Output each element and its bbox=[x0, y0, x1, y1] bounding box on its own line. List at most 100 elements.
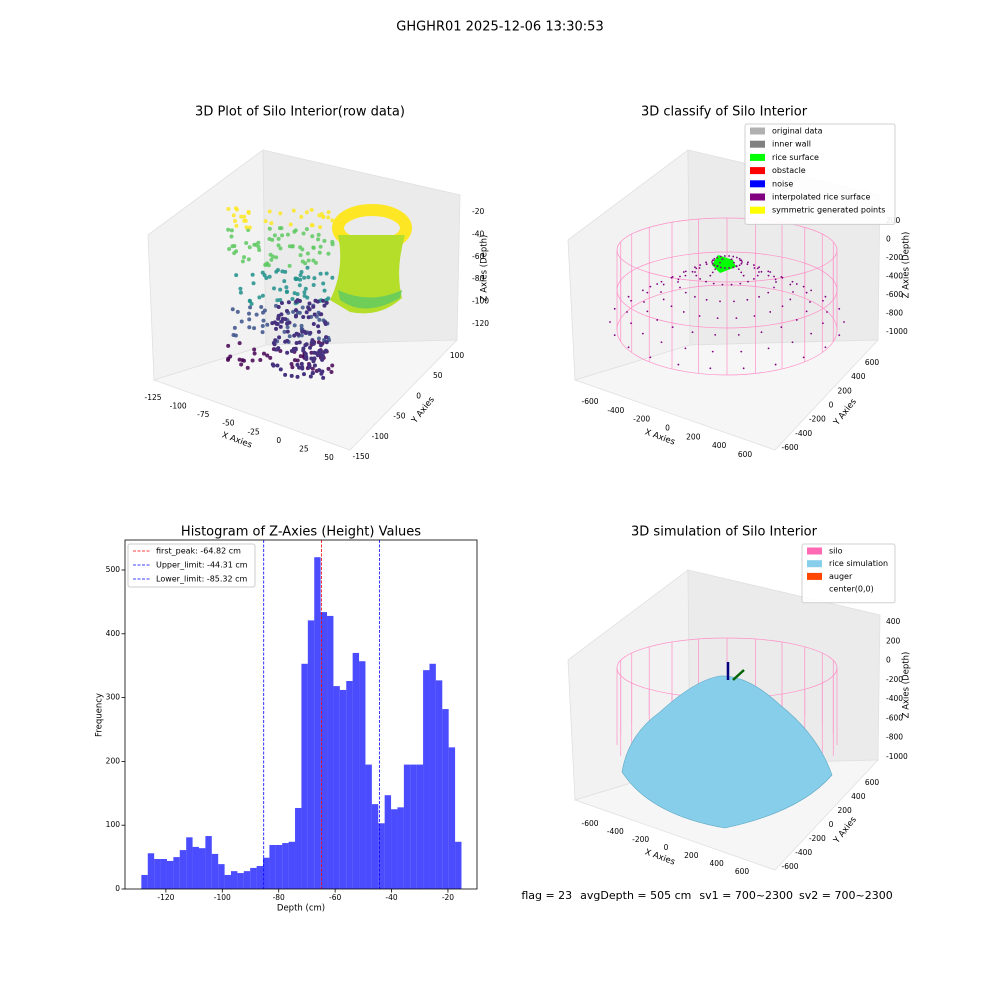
z-tick-label: 0 bbox=[886, 656, 891, 665]
decor-point bbox=[767, 270, 770, 273]
z-tick-label: 400 bbox=[886, 617, 901, 626]
decor-point bbox=[239, 319, 244, 324]
legend-swatch bbox=[750, 167, 765, 175]
decor-point bbox=[258, 357, 263, 362]
decor-point bbox=[300, 305, 305, 310]
decor-point bbox=[308, 345, 313, 350]
decor-point bbox=[747, 261, 749, 264]
decor-point bbox=[280, 269, 285, 274]
legend-swatch bbox=[750, 127, 765, 135]
decor-point bbox=[250, 358, 255, 363]
decor-point bbox=[267, 236, 272, 241]
decor-point bbox=[267, 209, 272, 214]
decor-point bbox=[278, 246, 283, 251]
decor-point bbox=[294, 341, 299, 346]
decor-point bbox=[311, 258, 316, 263]
decor-point bbox=[824, 346, 827, 349]
decor-point bbox=[684, 347, 687, 350]
bar bbox=[403, 764, 411, 889]
decor-point bbox=[317, 317, 322, 322]
decor-point bbox=[305, 265, 310, 270]
decor-point bbox=[740, 262, 743, 265]
decor-point bbox=[307, 301, 312, 306]
decor-point bbox=[311, 304, 316, 309]
x-tick-label: 0 bbox=[664, 843, 669, 852]
decor-point bbox=[822, 299, 824, 302]
decor-point bbox=[774, 363, 777, 366]
decor-point bbox=[311, 321, 316, 326]
x-tick-label: -60 bbox=[329, 893, 341, 902]
decor-point bbox=[306, 315, 311, 320]
decor-point bbox=[746, 263, 749, 266]
plot-frame bbox=[124, 539, 478, 890]
decor-point bbox=[271, 286, 276, 291]
decor-point bbox=[769, 311, 772, 313]
decor-point bbox=[321, 375, 326, 380]
decor-point bbox=[249, 301, 254, 306]
z-tick-label: -400 bbox=[886, 272, 903, 281]
legend-box bbox=[744, 123, 896, 225]
x-tick-label: -600 bbox=[581, 819, 598, 828]
decor-point bbox=[719, 261, 721, 264]
decor-point bbox=[307, 365, 312, 370]
x-tick-label: -200 bbox=[632, 835, 649, 844]
decor-point bbox=[299, 333, 304, 338]
decor-point bbox=[773, 286, 775, 289]
z-tick-label: -20 bbox=[472, 207, 484, 216]
decor-point bbox=[719, 266, 722, 269]
decor-point bbox=[317, 213, 322, 218]
z-tick-label: -200 bbox=[886, 253, 903, 262]
decor-point bbox=[230, 244, 235, 249]
x-tick-label: -25 bbox=[247, 427, 259, 436]
decor-point bbox=[265, 322, 270, 327]
decor-point bbox=[226, 207, 231, 212]
decor-point bbox=[671, 276, 674, 278]
decor-point bbox=[322, 350, 327, 355]
y-tick-label: 100 bbox=[106, 820, 121, 829]
bar bbox=[416, 764, 424, 889]
decor-point bbox=[322, 338, 327, 343]
decor-point bbox=[246, 257, 251, 262]
decor-point bbox=[758, 271, 760, 273]
bar bbox=[243, 871, 251, 889]
decor-point bbox=[716, 256, 719, 259]
decor-point bbox=[293, 276, 298, 281]
decor-point bbox=[613, 334, 616, 337]
x-tick-label: -50 bbox=[222, 419, 234, 428]
decor-point bbox=[287, 320, 292, 325]
decor-point bbox=[291, 208, 296, 213]
decor-point bbox=[713, 257, 716, 260]
decor-point bbox=[627, 346, 630, 349]
decor-point bbox=[723, 267, 726, 269]
decor-point bbox=[760, 270, 763, 273]
y-tick-label: -200 bbox=[809, 834, 826, 843]
x-tick-label: -400 bbox=[607, 827, 624, 836]
bar bbox=[282, 843, 289, 889]
decor-point bbox=[295, 298, 300, 303]
bar bbox=[301, 663, 308, 889]
y-tick-label: -600 bbox=[781, 443, 798, 452]
decor-point bbox=[737, 268, 740, 271]
decor-point bbox=[305, 295, 310, 300]
decor-point bbox=[826, 311, 828, 313]
decor-point bbox=[270, 321, 275, 326]
decor-point bbox=[265, 353, 270, 358]
z-tick-label: -600 bbox=[886, 290, 903, 299]
decor-point bbox=[260, 330, 265, 335]
x-tick-label: -75 bbox=[197, 410, 209, 419]
decor-point bbox=[321, 281, 326, 286]
y-tick-label: -150 bbox=[352, 452, 369, 461]
bar bbox=[154, 859, 161, 889]
y-tick-label: 0 bbox=[829, 820, 834, 829]
decor-point bbox=[267, 274, 272, 279]
decor-point bbox=[324, 340, 329, 345]
decor-point bbox=[232, 325, 237, 330]
bar bbox=[365, 764, 372, 889]
decor-point bbox=[805, 291, 808, 294]
chart-title: 3D classify of Silo Interior bbox=[641, 105, 808, 120]
bar bbox=[295, 807, 302, 889]
decor-point bbox=[721, 283, 724, 286]
bar bbox=[269, 844, 276, 889]
decor-point bbox=[311, 245, 316, 250]
decor-point bbox=[735, 256, 738, 259]
